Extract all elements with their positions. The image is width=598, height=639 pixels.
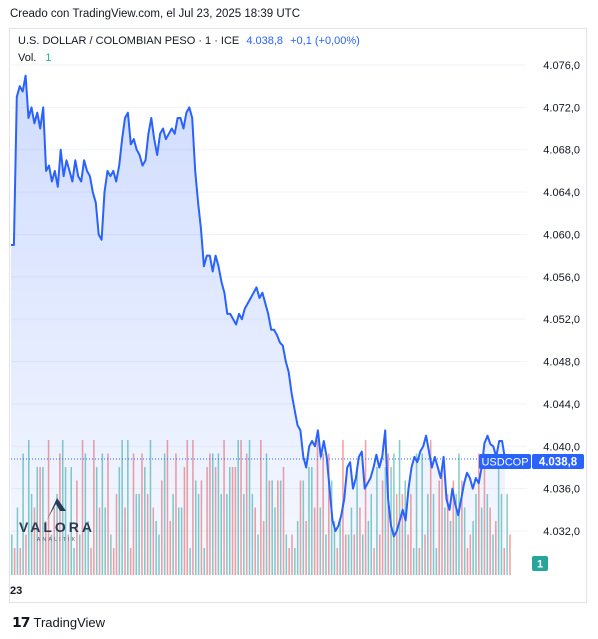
tradingview-logo-icon: 𝟭𝟳 [12, 614, 31, 630]
volume-bar [393, 453, 395, 575]
volume-badge: 1 [532, 556, 548, 571]
y-tick-label: 4.052,0 [543, 314, 580, 326]
watermark-sub: ANALITIK [37, 537, 77, 543]
price-line [11, 74, 506, 538]
y-tick-label: 4.060,0 [543, 229, 580, 241]
y-tick-label: 4.032,0 [543, 526, 580, 538]
y-tick-label: 4.064,0 [543, 187, 580, 199]
watermark-brand: VALORA [19, 519, 95, 535]
x-tick-label: 23 [10, 585, 22, 597]
y-tick-label: 4.072,0 [543, 102, 580, 114]
last-price: 4.038,8 [246, 35, 284, 47]
volume-value: 1 [45, 52, 52, 64]
volume-bar [506, 494, 508, 575]
chart-legend: U.S. DOLLAR / COLOMBIAN PESO · 1 · ICE 4… [18, 35, 360, 47]
y-tick-label: 4.056,0 [543, 272, 580, 284]
valora-logo-icon [47, 498, 66, 520]
volume-label: Vol. [18, 52, 37, 64]
y-tick-label: 4.044,0 [543, 399, 580, 411]
chart-credit: Creado con TradingView.com, el Jul 23, 2… [10, 8, 301, 20]
volume-legend: Vol. 1 [18, 52, 52, 64]
symbol-description: U.S. DOLLAR / COLOMBIAN PESO · 1 · ICE [18, 35, 240, 47]
y-tick-label: 4.040,0 [543, 441, 580, 453]
price-badge: USDCOP 4.038,8 [479, 454, 584, 469]
y-tick-label: 4.076,0 [543, 60, 580, 72]
y-tick-label: 4.036,0 [543, 484, 580, 496]
valora-watermark: VALORA ANALITIK [19, 498, 95, 543]
price-axis[interactable]: 4.076,0 4.072,0 4.068,0 4.064,0 4.060,0 4.056… [543, 60, 580, 538]
volume-badge-value: 1 [537, 559, 543, 571]
footer[interactable]: 𝟭𝟳 TradingView [12, 614, 105, 631]
chart-frame [9, 28, 587, 603]
volume-badge-bg [532, 556, 548, 571]
volume-bar [398, 440, 401, 575]
price-area [11, 75, 505, 575]
y-tick-label: 4.048,0 [543, 357, 580, 369]
price-badge-value: 4.038,8 [539, 457, 578, 469]
price-badge-bg [532, 454, 584, 469]
footer-brand: TradingView [33, 615, 106, 630]
volume-bar [509, 534, 511, 575]
y-tick-label: 4.068,0 [543, 145, 580, 157]
time-axis[interactable]: 23 [10, 585, 22, 597]
price-change: +0,1 (+0,00%) [290, 35, 360, 47]
ticker-badge-label: USDCOP [481, 457, 528, 469]
ticker-badge-bg [479, 454, 531, 469]
